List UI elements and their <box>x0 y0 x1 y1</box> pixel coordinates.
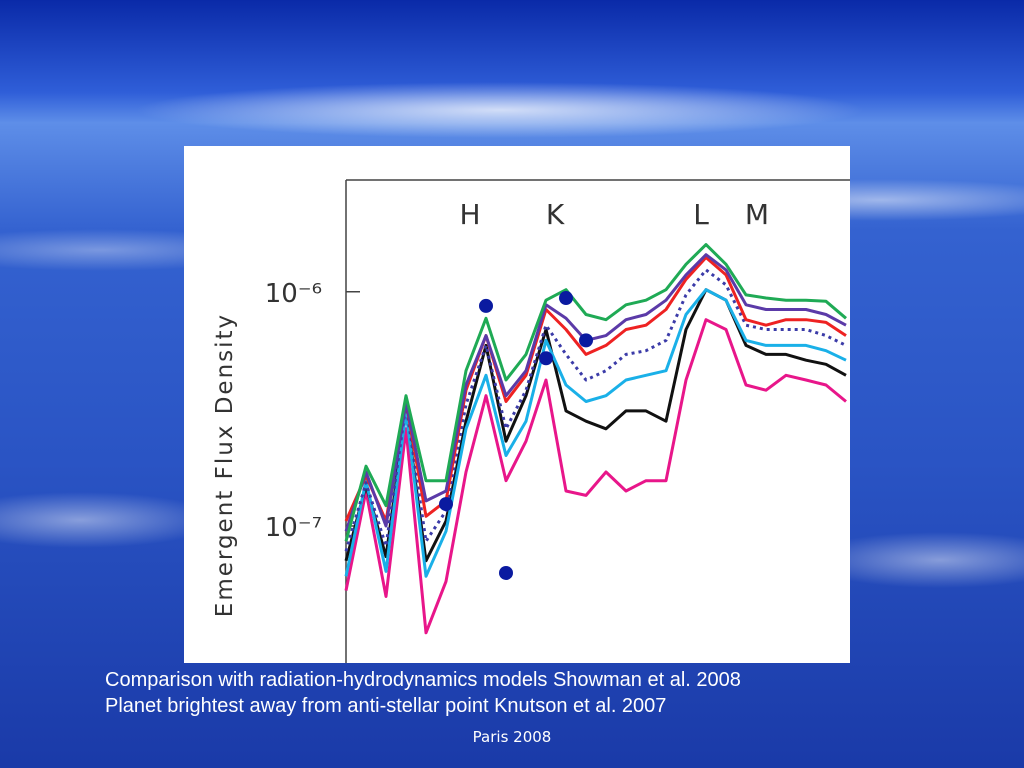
model-line <box>344 318 847 635</box>
observation-point <box>439 497 453 512</box>
model-line <box>344 256 847 523</box>
model-line <box>344 253 847 532</box>
observation-point <box>499 565 513 580</box>
observation-point <box>539 351 553 366</box>
band-label: M <box>745 198 769 231</box>
observation-point <box>559 291 573 306</box>
band-label: L <box>693 198 709 231</box>
footer: Paris 2008 <box>473 728 552 746</box>
band-label: H <box>459 198 480 231</box>
model-line <box>344 243 847 542</box>
y-tick-label: 10⁻⁶ <box>265 279 322 309</box>
y-tick-label: 10⁻⁷ <box>265 513 322 543</box>
observation-point <box>579 333 593 348</box>
chart-panel <box>184 146 850 663</box>
model-line <box>344 288 847 563</box>
y-axis-label: Emergent Flux Density <box>212 313 238 617</box>
band-label: K <box>546 198 565 231</box>
caption-line: Planet brightest away from anti-stellar … <box>105 695 666 717</box>
model-line <box>344 288 847 578</box>
observation-point <box>479 298 493 313</box>
caption-line: Comparison with radiation-hydrodynamics … <box>105 669 741 691</box>
model-line <box>344 268 847 552</box>
